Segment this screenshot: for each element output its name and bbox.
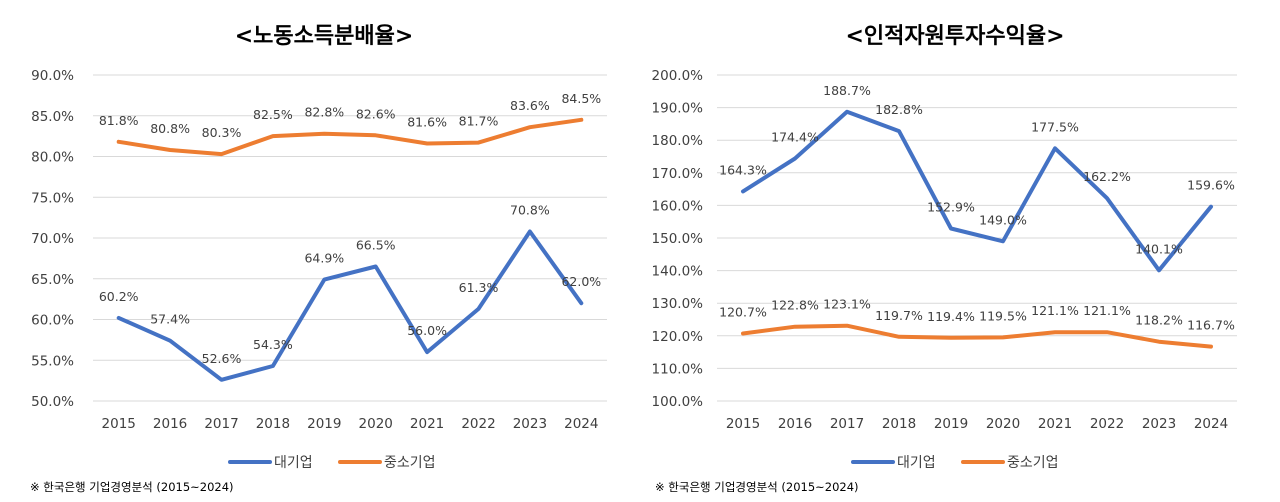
series-line-1-0 — [741, 109, 1213, 273]
data-label-1-1-9: 116.7% — [1187, 318, 1235, 333]
y-tick-label-1-3: 130.0% — [652, 296, 704, 312]
chart-title-labor-share: <노동소득분배율> — [234, 24, 414, 49]
data-label-0-1-8: 83.6% — [510, 98, 550, 113]
series-line-1-1 — [741, 323, 1213, 349]
data-label-1-1-8: 118.2% — [1135, 313, 1183, 328]
y-tick-label-1-0: 100.0% — [652, 394, 704, 410]
data-label-1-1-2: 123.1% — [823, 297, 871, 312]
x-tick-label-1-3: 2018 — [882, 416, 916, 432]
data-label-1-0-8: 140.1% — [1135, 241, 1183, 256]
source-note-left: ※ 한국은행 기업경영분석 (2015~2024) — [30, 480, 234, 494]
x-tick-label-0-9: 2024 — [564, 416, 598, 432]
y-tick-label-0-2: 60.0% — [31, 313, 74, 329]
source-note-right: ※ 한국은행 기업경영분석 (2015~2024) — [655, 480, 859, 494]
data-label-1-1-3: 119.7% — [875, 308, 923, 323]
data-label-1-1-6: 121.1% — [1031, 303, 1079, 318]
x-tick-label-1-7: 2022 — [1090, 416, 1124, 432]
x-tick-label-0-0: 2015 — [102, 416, 136, 432]
data-label-0-1-7: 81.7% — [459, 114, 499, 129]
data-label-1-1-4: 119.4% — [927, 309, 975, 324]
y-tick-label-1-7: 170.0% — [652, 166, 704, 182]
y-tick-label-1-2: 120.0% — [652, 329, 704, 345]
data-label-0-0-6: 56.0% — [407, 323, 447, 338]
x-tick-label-1-9: 2024 — [1194, 416, 1228, 432]
y-tick-label-0-6: 80.0% — [31, 150, 74, 166]
y-tick-label-1-10: 200.0% — [652, 68, 704, 84]
legend-label-1-1: 중소기업 — [1007, 455, 1059, 471]
y-tick-label-1-5: 150.0% — [652, 231, 704, 247]
y-tick-label-0-1: 55.0% — [31, 353, 74, 369]
data-label-1-0-9: 159.6% — [1187, 178, 1235, 193]
x-tick-label-0-1: 2016 — [153, 416, 187, 432]
data-label-1-0-2: 188.7% — [823, 83, 871, 98]
x-tick-label-0-7: 2022 — [461, 416, 495, 432]
data-label-0-1-1: 80.8% — [150, 121, 190, 136]
y-tick-label-0-4: 70.0% — [31, 231, 74, 247]
y-tick-label-1-4: 140.0% — [652, 264, 704, 280]
x-tick-label-0-2: 2017 — [204, 416, 238, 432]
x-tick-label-0-4: 2019 — [307, 416, 341, 432]
legend-label-0-1: 중소기업 — [384, 455, 436, 471]
y-tick-label-1-1: 110.0% — [652, 361, 704, 377]
y-tick-label-0-5: 75.0% — [31, 190, 74, 206]
data-label-0-0-1: 57.4% — [150, 312, 190, 327]
chart-title-hr-roi: <인적자원투자수익율> — [845, 24, 1065, 49]
data-label-0-1-6: 81.6% — [407, 114, 447, 129]
data-label-1-0-7: 162.2% — [1083, 169, 1131, 184]
x-tick-label-1-6: 2021 — [1038, 416, 1072, 432]
data-label-1-0-0: 164.3% — [719, 162, 767, 177]
data-label-0-0-3: 54.3% — [253, 337, 293, 352]
data-label-1-1-7: 121.1% — [1083, 303, 1131, 318]
data-label-0-0-0: 60.2% — [99, 289, 139, 304]
data-label-0-1-5: 82.6% — [356, 106, 396, 121]
x-tick-label-1-8: 2023 — [1142, 416, 1176, 432]
x-tick-label-1-4: 2019 — [934, 416, 968, 432]
data-label-0-1-9: 84.5% — [561, 91, 601, 106]
data-label-1-0-5: 149.0% — [979, 212, 1027, 227]
data-label-1-1-5: 119.5% — [979, 308, 1027, 323]
y-tick-label-1-8: 180.0% — [652, 133, 704, 149]
data-label-0-1-2: 80.3% — [202, 125, 242, 140]
data-label-1-0-3: 182.8% — [875, 102, 923, 117]
legend-label-1-0: 대기업 — [897, 455, 936, 471]
y-tick-label-0-7: 85.0% — [31, 109, 74, 125]
data-label-0-0-9: 62.0% — [561, 274, 601, 289]
x-tick-label-0-6: 2021 — [410, 416, 444, 432]
data-label-1-1-0: 120.7% — [719, 305, 767, 320]
data-label-1-0-6: 177.5% — [1031, 119, 1079, 134]
x-tick-label-1-5: 2020 — [986, 416, 1020, 432]
y-tick-label-1-6: 160.0% — [652, 198, 704, 214]
data-label-1-0-4: 152.9% — [927, 200, 975, 215]
series-line-0-0 — [116, 229, 584, 382]
data-label-0-1-4: 82.8% — [304, 105, 344, 120]
data-label-0-0-8: 70.8% — [510, 202, 550, 217]
x-tick-label-0-3: 2018 — [256, 416, 290, 432]
y-tick-label-0-0: 50.0% — [31, 394, 74, 410]
series-line-0-1 — [116, 117, 584, 157]
data-label-0-0-2: 52.6% — [202, 351, 242, 366]
x-tick-label-0-5: 2020 — [359, 416, 393, 432]
legend-label-0-0: 대기업 — [274, 455, 313, 471]
y-tick-label-1-9: 190.0% — [652, 101, 704, 117]
data-label-1-1-1: 122.8% — [771, 298, 819, 313]
data-label-1-0-1: 174.4% — [771, 129, 819, 144]
x-tick-label-0-8: 2023 — [513, 416, 547, 432]
data-label-0-0-5: 66.5% — [356, 238, 396, 253]
data-label-0-0-7: 61.3% — [459, 280, 499, 295]
y-tick-label-0-8: 90.0% — [31, 68, 74, 84]
data-label-0-0-4: 64.9% — [304, 251, 344, 266]
data-label-0-1-0: 81.8% — [99, 113, 139, 128]
x-tick-label-1-1: 2016 — [778, 416, 812, 432]
y-tick-label-0-3: 65.0% — [31, 272, 74, 288]
data-label-0-1-3: 82.5% — [253, 107, 293, 122]
x-tick-label-1-0: 2015 — [726, 416, 760, 432]
x-tick-label-1-2: 2017 — [830, 416, 864, 432]
